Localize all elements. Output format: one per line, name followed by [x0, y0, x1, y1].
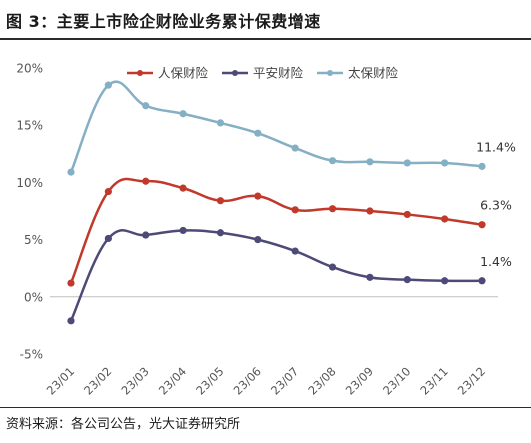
data-point: [403, 159, 411, 167]
series-line: [69, 229, 483, 322]
data-point: [142, 177, 150, 185]
y-tick-label: 5%: [24, 233, 43, 247]
data-point: [291, 247, 299, 255]
y-tick-label: 10%: [16, 176, 43, 190]
data-point: [478, 162, 486, 170]
data-point: [67, 317, 75, 325]
source-note: 资料来源：各公司公告，光大证券研究所: [6, 417, 241, 432]
data-point: [179, 184, 187, 192]
data-point: [403, 276, 411, 284]
legend-label: 太保财险: [348, 66, 399, 81]
series-line: [69, 177, 483, 284]
data-point: [291, 144, 299, 152]
x-tick-label: 23/01: [44, 364, 77, 397]
data-point: [366, 207, 374, 215]
x-tick-label: 23/06: [231, 364, 264, 397]
data-label: 6.3%: [480, 198, 512, 213]
legend-swatch-marker: [137, 70, 143, 76]
data-point: [478, 221, 486, 229]
y-tick-label: 20%: [16, 62, 43, 76]
data-point: [328, 263, 337, 271]
data-point: [254, 129, 262, 137]
data-point: [179, 110, 187, 118]
legend-label: 平安财险: [253, 66, 304, 81]
data-point: [328, 157, 337, 165]
end-labels: 6.3% 1.4% 11.4%: [476, 139, 516, 268]
data-point: [366, 273, 374, 281]
data-point: [104, 187, 112, 196]
data-point: [291, 206, 299, 214]
data-point: [67, 168, 75, 176]
data-point: [254, 192, 262, 200]
legend-label: 人保财险: [158, 66, 209, 81]
data-point: [216, 229, 225, 237]
axes: -5%0%5%10%15%20%23/01 23/02 23/03 23/04 23/0…: [16, 62, 498, 398]
data-label: 11.4%: [476, 139, 516, 154]
legend: 人保财险 平安财险 太保财险: [127, 66, 399, 81]
x-tick-label: 23/07: [268, 364, 301, 397]
x-tick-label: 23/12: [455, 364, 488, 397]
x-tick-label: 23/04: [156, 364, 189, 397]
data-point: [478, 277, 486, 285]
data-point: [328, 205, 337, 213]
data-point: [441, 215, 449, 223]
source-rule: [0, 407, 531, 408]
data-point: [403, 210, 411, 219]
x-tick-label: 23/05: [193, 364, 226, 397]
y-tick-label: -5%: [20, 348, 43, 362]
y-tick-label: 15%: [16, 119, 43, 133]
title-rule: [0, 38, 531, 40]
x-tick-label: 23/02: [81, 364, 114, 397]
legend-swatch-marker: [232, 70, 238, 76]
data-point: [366, 158, 374, 166]
data-point: [441, 277, 449, 285]
x-tick-label: 23/09: [343, 364, 376, 397]
chart-title: 图 3：主要上市险企财险业务累计保费增速: [6, 12, 321, 31]
data-point: [441, 159, 449, 167]
data-point: [179, 226, 187, 235]
x-tick-label: 23/03: [119, 364, 152, 397]
y-tick-label: 0%: [24, 290, 43, 304]
data-point: [216, 197, 225, 205]
data-point: [67, 279, 75, 287]
x-tick-label: 23/10: [380, 364, 413, 397]
data-label: 1.4%: [480, 254, 512, 269]
data-point: [104, 234, 112, 243]
legend-swatch-marker: [327, 70, 333, 76]
data-point: [216, 119, 225, 127]
data-point: [104, 81, 112, 89]
series-line: [69, 80, 483, 173]
series-layer: [67, 80, 486, 325]
data-point: [142, 231, 150, 239]
x-tick-label: 23/08: [305, 364, 338, 397]
data-point: [254, 236, 262, 244]
x-tick-label: 23/11: [417, 364, 450, 397]
data-point: [142, 102, 150, 110]
